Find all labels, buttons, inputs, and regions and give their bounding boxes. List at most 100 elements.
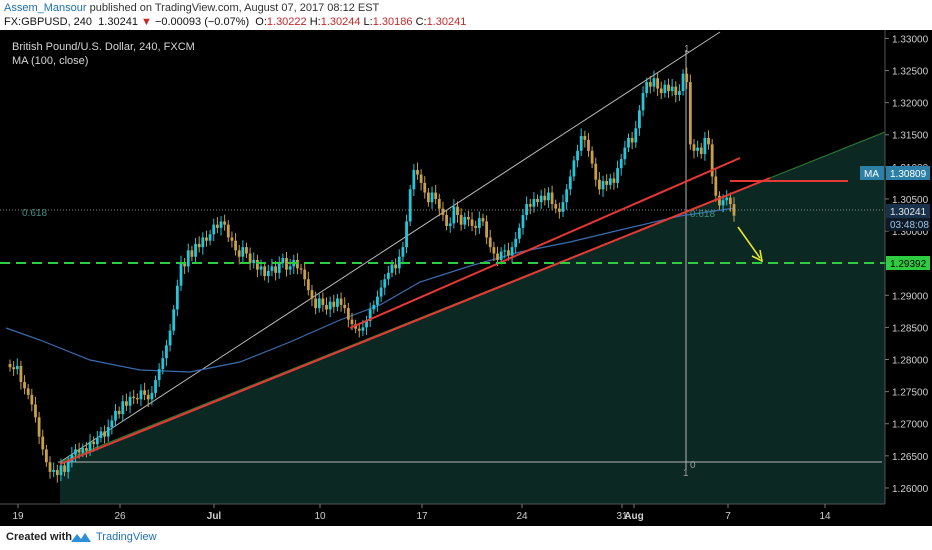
y-tick-label: 1.29000 <box>892 291 929 302</box>
candle-body <box>23 381 26 389</box>
author-link[interactable]: Assem_Mansour <box>4 2 87 14</box>
fib-bottom-label: 1 <box>683 468 689 479</box>
fib-level-right: 0.618 <box>690 209 715 220</box>
candles-layer <box>8 67 736 483</box>
candle-body <box>645 82 649 94</box>
low-value: 1.30186 <box>372 16 413 28</box>
candle-body <box>277 263 281 273</box>
candle-body <box>270 266 274 271</box>
candle-body <box>157 369 161 381</box>
y-tick-label: 1.26000 <box>892 484 929 495</box>
tradingview-logo-icon[interactable] <box>70 530 92 544</box>
candle-body <box>179 263 183 286</box>
close-label: C: <box>415 16 427 28</box>
candle-body <box>448 223 452 226</box>
x-tick-label: 19 <box>12 511 24 522</box>
candle-body <box>496 253 499 260</box>
candle-body <box>146 394 150 400</box>
candle-body <box>576 150 579 161</box>
candle-body <box>430 192 434 203</box>
candle-body <box>467 216 470 220</box>
candle-body <box>652 78 656 87</box>
candle-body <box>321 298 325 305</box>
candle-body <box>194 243 197 257</box>
down-arrow-icon: ▼ <box>141 16 152 28</box>
forecast-arrow <box>737 226 761 259</box>
x-tick-label: 7 <box>725 511 731 522</box>
ma-badge-tag-bg <box>860 166 884 180</box>
chart-area[interactable]: 0.618 0.618 1 0 1 1.33000 1.32500 1.32000 1.315… <box>0 30 932 526</box>
candle-body <box>536 198 539 203</box>
target-price-badge-bg <box>886 256 930 270</box>
candle-body <box>612 178 616 183</box>
candle-body <box>583 136 587 140</box>
candle-body <box>561 202 565 212</box>
tradingview-link[interactable]: TradingView <box>96 531 157 543</box>
high-value: 1.30244 <box>320 16 361 28</box>
candle-body <box>208 234 212 241</box>
time-axis-bg <box>0 504 932 526</box>
candle-body <box>408 189 412 222</box>
candle-body <box>714 176 718 196</box>
y-tick-label: 1.30000 <box>892 227 929 238</box>
candle-body <box>376 296 379 305</box>
candle-body <box>605 180 609 185</box>
candle-body <box>525 204 529 216</box>
candle-body <box>201 237 205 248</box>
candle-body <box>223 221 227 225</box>
y-tick-label: 1.28000 <box>892 356 929 367</box>
last-price-badge-bg <box>886 204 930 218</box>
candle-body <box>310 290 314 299</box>
candle-body <box>656 78 659 89</box>
candle-body <box>332 301 336 307</box>
target-price-badge: 1.29392 <box>890 259 927 270</box>
arrow-head-icon <box>751 249 764 263</box>
candle-body <box>117 410 121 415</box>
candle-body <box>441 208 445 216</box>
candle-body <box>492 247 496 254</box>
candle-body <box>325 304 328 310</box>
candle-body <box>303 269 307 280</box>
x-tick-label: Aug <box>624 511 643 522</box>
open-value: 1.30222 <box>266 16 307 28</box>
y-tick-label: 1.33000 <box>892 34 929 45</box>
y-tick-label: 1.31500 <box>892 131 929 142</box>
candle-body <box>456 206 459 216</box>
candle-body <box>517 227 521 239</box>
candle-body <box>77 449 81 453</box>
candle-body <box>263 266 267 277</box>
candle-body <box>197 243 201 248</box>
candle-body <box>634 128 638 143</box>
trend-line-lower <box>59 177 771 465</box>
candle-body <box>608 178 612 185</box>
candle-body <box>521 215 525 228</box>
fib-fan-fill <box>60 132 885 504</box>
candle-body <box>288 266 292 270</box>
candle-body <box>503 250 507 252</box>
candle-body <box>190 250 194 257</box>
candle-body <box>565 189 569 203</box>
x-tick-label: 26 <box>114 511 126 522</box>
candle-body <box>241 247 245 257</box>
y-tick-label: 1.30500 <box>892 195 929 206</box>
fib-level-left: 0.618 <box>22 208 47 219</box>
candle-body <box>299 268 303 270</box>
legend-ma: MA (100, close) <box>12 55 88 67</box>
candle-body <box>681 73 685 92</box>
candle-body <box>401 247 405 257</box>
candle-body <box>641 93 645 111</box>
candle-body <box>52 469 56 472</box>
y-tick-label: 1.32500 <box>892 67 929 78</box>
candle-body <box>143 390 147 395</box>
candle-body <box>499 251 503 260</box>
candle-body <box>175 285 179 310</box>
candle-body <box>699 147 703 155</box>
candle-body <box>463 216 467 225</box>
candle-body <box>95 437 99 445</box>
candle-body <box>579 136 583 151</box>
candle-body <box>237 250 241 257</box>
candle-body <box>365 320 368 328</box>
candle-body <box>707 137 710 145</box>
